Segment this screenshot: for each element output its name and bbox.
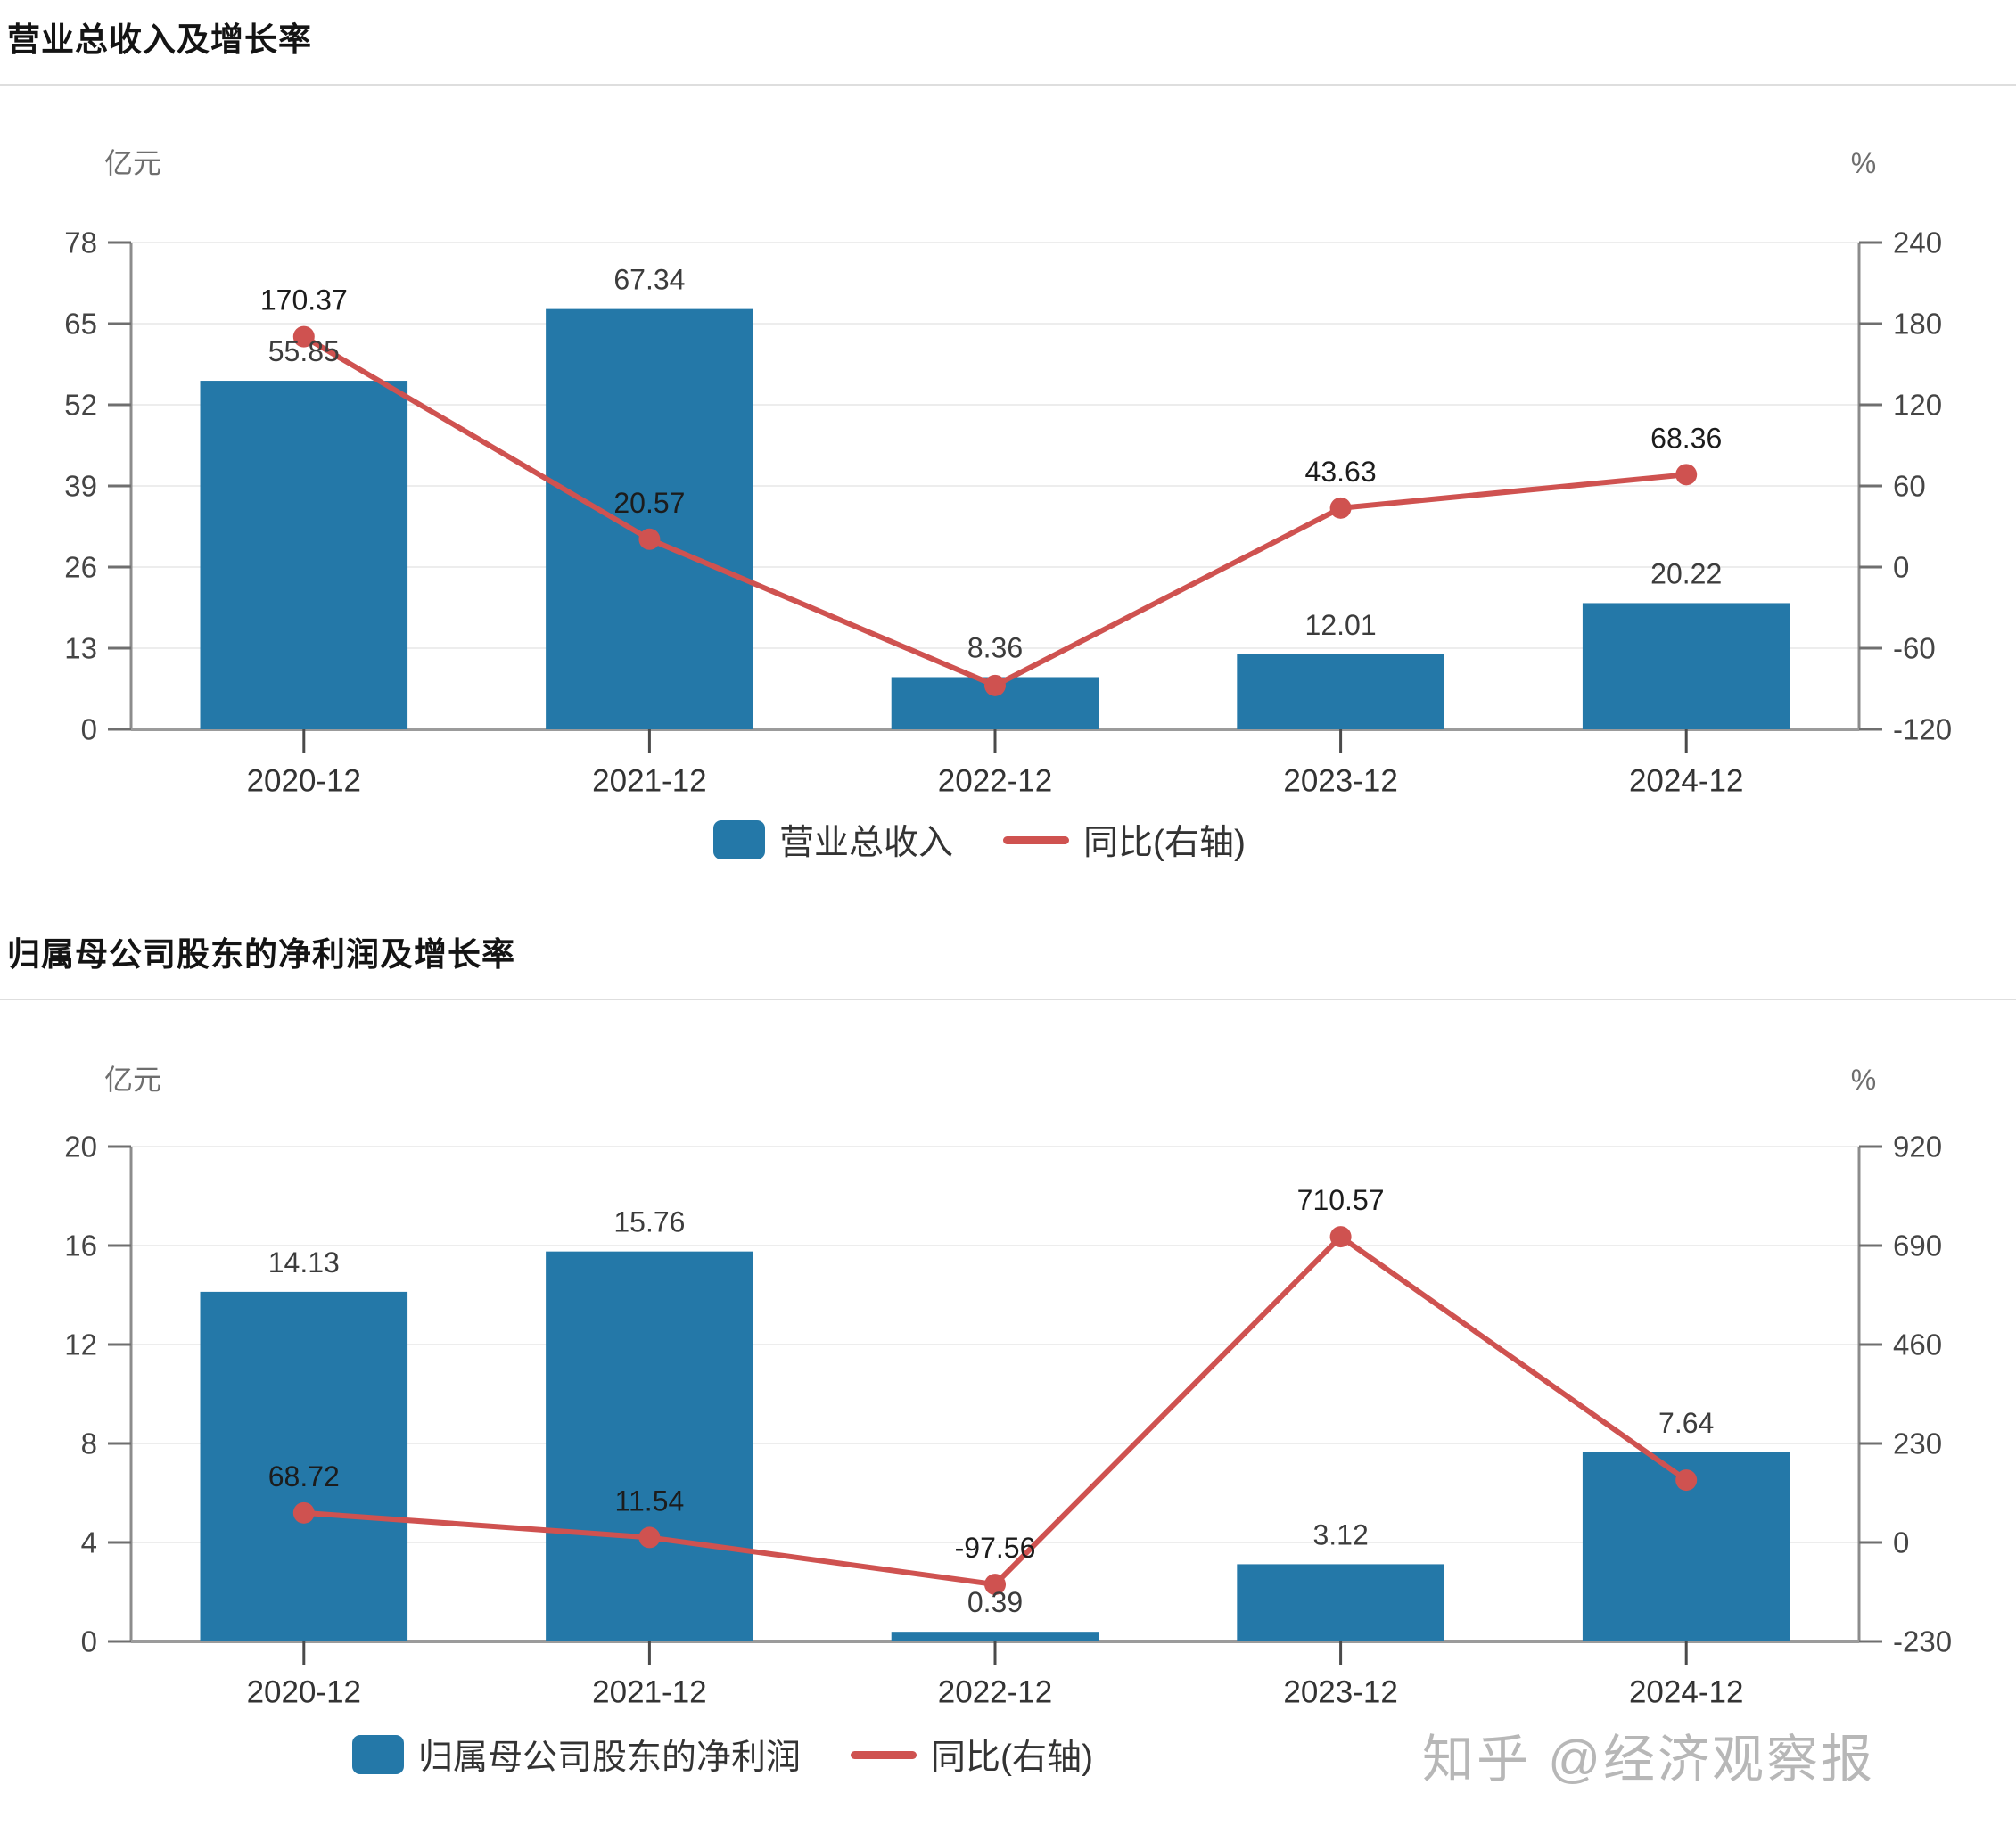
right-axis-tick-label: 120 xyxy=(1893,389,1942,422)
line-point-2020-12[interactable] xyxy=(292,325,315,348)
bar-value-label: 7.64 xyxy=(1658,1407,1714,1439)
bar-series-swatch xyxy=(713,820,765,859)
x-axis-label: 2023-12 xyxy=(1283,1675,1397,1710)
left-axis-tick-label: 0 xyxy=(81,713,97,746)
bar-series-label: 归属母公司股东的净利润 xyxy=(418,1739,802,1777)
right-axis-tick-label: 0 xyxy=(1893,551,1909,584)
right-axis-tick-label: 690 xyxy=(1893,1230,1942,1262)
net-profit-chart-legend: 归属母公司股东的净利润 同比(右轴) xyxy=(352,1730,1093,1780)
x-axis-label: 2020-12 xyxy=(247,1675,361,1710)
x-axis-label: 2024-12 xyxy=(1629,764,1743,799)
legend-item-net-profit[interactable]: 归属母公司股东的净利润 xyxy=(352,1730,801,1780)
line-series-swatch xyxy=(851,1750,917,1759)
revenue-chart: 78 65 52 39 26 13 0 240 180 120 60 0 -60 -120 亿元 % 2020-… xyxy=(64,147,1952,799)
left-axis-tick-label: 16 xyxy=(64,1230,97,1262)
right-axis-tick-label: 230 xyxy=(1893,1427,1942,1460)
x-axis-label: 2020-12 xyxy=(247,764,361,799)
legend-item-yoy[interactable]: 同比(右轴) xyxy=(851,1730,1093,1780)
line-point-2020-12[interactable] xyxy=(292,1501,315,1524)
bar-2020-12[interactable] xyxy=(200,381,408,729)
bar-2021-12[interactable] xyxy=(546,1251,753,1641)
line-value-label: 11.54 xyxy=(615,1484,685,1517)
line-point-2024-12[interactable] xyxy=(1675,1469,1698,1492)
right-axis-tick-label: 0 xyxy=(1893,1526,1909,1559)
left-axis-unit: 亿元 xyxy=(104,1064,161,1096)
line-value-label: 68.36 xyxy=(1650,422,1722,454)
legend-item-revenue[interactable]: 营业总收入 xyxy=(713,815,953,865)
line-value-label: 710.57 xyxy=(1297,1184,1385,1216)
bar-value-label: 14.13 xyxy=(268,1246,340,1279)
legend-item-yoy[interactable]: 同比(右轴) xyxy=(1003,815,1246,865)
right-axis-tick-label: 920 xyxy=(1893,1131,1942,1164)
bar-value-label: 15.76 xyxy=(613,1206,685,1238)
line-value-label: 68.72 xyxy=(268,1460,340,1493)
bar-value-label: 55.85 xyxy=(268,335,340,367)
left-axis-tick-label: 0 xyxy=(81,1625,97,1658)
bar-value-label: 12.01 xyxy=(1305,609,1377,641)
bar-value-label: 0.39 xyxy=(967,1586,1023,1618)
bar-value-label: 67.34 xyxy=(613,264,685,296)
bar-series-swatch xyxy=(352,1735,404,1774)
bar-2024-12[interactable] xyxy=(1582,603,1790,729)
bar-value-label: 20.22 xyxy=(1650,557,1722,589)
line-point-2023-12[interactable] xyxy=(1329,497,1352,519)
line-point-2022-12[interactable] xyxy=(984,674,1006,696)
x-axis-label: 2024-12 xyxy=(1629,1675,1743,1710)
bar-2023-12[interactable] xyxy=(1237,654,1444,729)
net-profit-chart: 20 16 12 8 4 0 920 690 460 230 0 -230 亿元 % 2020-12 2021… xyxy=(64,1064,1952,1710)
line-series-label: 同比(右轴) xyxy=(931,1739,1093,1777)
divider xyxy=(0,84,2016,86)
line-point-2021-12[interactable] xyxy=(638,528,661,550)
right-axis-tick-label: 240 xyxy=(1893,226,1942,259)
line-point-2022-12[interactable] xyxy=(984,1574,1006,1596)
x-axis-label: 2021-12 xyxy=(592,1675,706,1710)
line-point-2021-12[interactable] xyxy=(638,1526,661,1549)
left-axis-unit: 亿元 xyxy=(104,147,161,179)
right-axis-tick-label: 60 xyxy=(1893,470,1926,503)
right-axis-unit: % xyxy=(1851,147,1876,179)
left-axis-tick-label: 4 xyxy=(81,1526,97,1559)
line-value-label: 43.63 xyxy=(1305,456,1377,488)
left-axis-tick-label: 78 xyxy=(64,226,97,259)
left-axis-tick-label: 8 xyxy=(81,1427,97,1460)
line-value-label: 20.57 xyxy=(613,487,685,519)
left-axis-tick-label: 65 xyxy=(64,308,97,341)
x-axis-label: 2022-12 xyxy=(938,1675,1052,1710)
revenue-chart-legend: 营业总收入 同比(右轴) xyxy=(713,815,1246,865)
net-profit-chart-title: 归属母公司股东的净利润及增长率 xyxy=(7,936,515,973)
bar-2023-12[interactable] xyxy=(1237,1564,1444,1641)
left-axis-tick-label: 12 xyxy=(64,1328,97,1361)
line-point-2023-12[interactable] xyxy=(1329,1226,1352,1248)
right-axis-tick-label: -230 xyxy=(1893,1625,1952,1658)
watermark: 知乎 @经济观察报 xyxy=(1422,1731,1875,1789)
bar-2022-12[interactable] xyxy=(891,1632,1099,1641)
right-axis-tick-label: -120 xyxy=(1893,713,1952,746)
bar-2021-12[interactable] xyxy=(546,308,753,729)
left-axis-tick-label: 20 xyxy=(64,1131,97,1164)
left-axis-tick-label: 13 xyxy=(64,632,97,665)
x-axis-label: 2022-12 xyxy=(938,764,1052,799)
line-point-2024-12[interactable] xyxy=(1675,464,1698,486)
x-axis-label: 2021-12 xyxy=(592,764,706,799)
line-value-label: -97.56 xyxy=(955,1532,1036,1564)
right-axis-tick-label: -60 xyxy=(1893,632,1936,665)
bar-series-label: 营业总收入 xyxy=(779,824,954,862)
left-axis-tick-label: 39 xyxy=(64,470,97,503)
right-axis-tick-label: 180 xyxy=(1893,308,1942,341)
x-axis-label: 2023-12 xyxy=(1283,764,1397,799)
bar-value-label: 8.36 xyxy=(967,631,1023,663)
right-axis-tick-label: 460 xyxy=(1893,1328,1942,1361)
left-axis-tick-label: 26 xyxy=(64,551,97,584)
left-axis-tick-label: 52 xyxy=(64,389,97,422)
divider xyxy=(0,999,2016,1000)
line-value-label: 170.37 xyxy=(260,284,348,317)
line-series-swatch xyxy=(1003,835,1070,844)
bar-value-label: 3.12 xyxy=(1312,1518,1368,1550)
revenue-chart-title: 营业总收入及增长率 xyxy=(7,21,312,58)
line-series-label: 同比(右轴) xyxy=(1083,824,1246,862)
right-axis-unit: % xyxy=(1851,1064,1876,1096)
bar-2020-12[interactable] xyxy=(200,1291,408,1641)
